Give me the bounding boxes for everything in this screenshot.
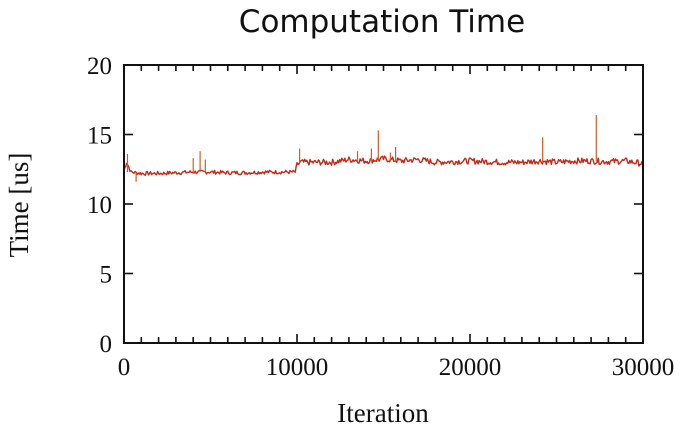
x-axis-label: Iteration bbox=[337, 398, 429, 428]
y-tick-label: 15 bbox=[87, 123, 112, 150]
plot-area: 0 5 10 15 20 0 10000 20000 30000 bbox=[87, 53, 674, 381]
x-tick-label: 10000 bbox=[266, 354, 329, 381]
x-tick-label: 0 bbox=[118, 354, 131, 381]
x-tick-label: 30000 bbox=[612, 354, 675, 381]
y-tick-label: 5 bbox=[100, 262, 113, 289]
chart-title: Computation Time bbox=[239, 4, 525, 40]
x-tick-label: 20000 bbox=[439, 354, 502, 381]
series-line bbox=[123, 155, 644, 176]
y-tick-label: 20 bbox=[87, 53, 112, 80]
plot-frame bbox=[123, 64, 644, 344]
y-axis-label: Time [us] bbox=[4, 153, 34, 258]
y-tick-label: 0 bbox=[100, 331, 113, 358]
y-tick-label: 10 bbox=[87, 192, 112, 219]
